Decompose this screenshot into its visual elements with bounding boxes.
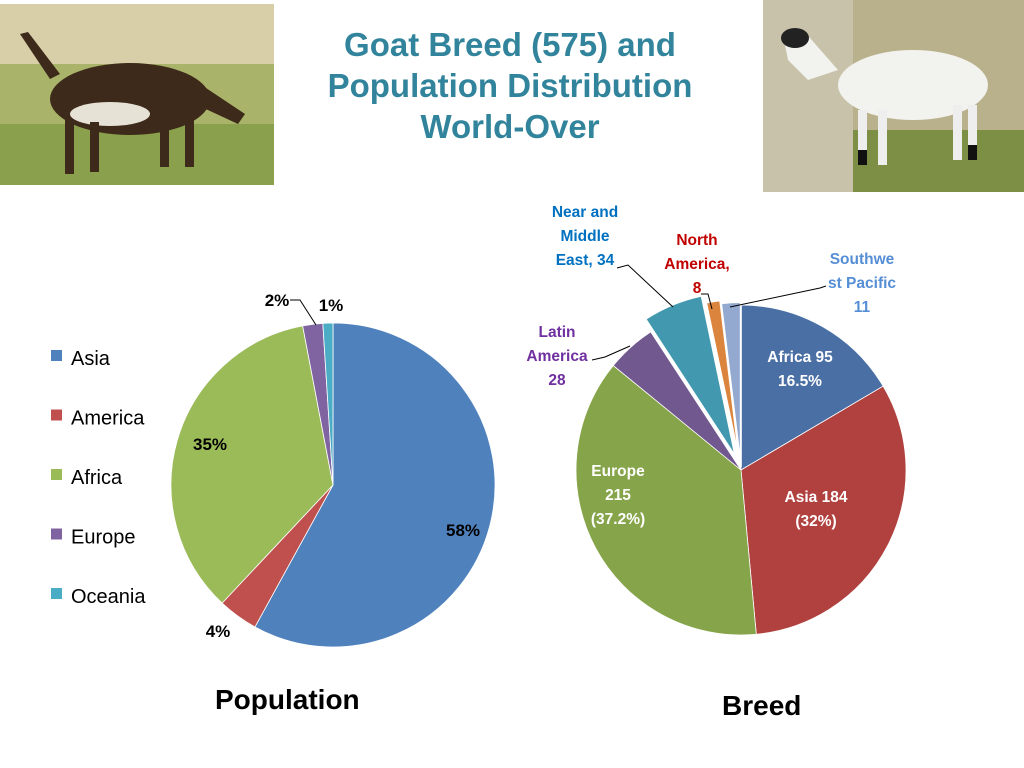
legend-swatch-europe — [51, 528, 62, 540]
population-label-oceania-line: 1% — [319, 296, 344, 315]
breed-label-near-and-middle-east-line: Middle — [560, 228, 609, 245]
pie-slice-near-and-middle-east — [643, 294, 737, 458]
population-label-oceania: 1% — [319, 296, 344, 315]
leader-line-europe — [290, 299, 317, 326]
pie-slice-asia — [254, 322, 496, 648]
breed-label-southwest-pacific: Southwe st Pacific 11 — [828, 251, 896, 316]
legend-label-europe: Europe — [71, 527, 136, 549]
breed-label-southwest-pacific-line: st Pacific — [828, 275, 896, 292]
legend-label-asia: Asia — [71, 348, 111, 370]
brown-goat-image — [0, 4, 274, 185]
population-label-america-line: 4% — [206, 622, 231, 641]
population-label-america: 4% — [206, 622, 231, 641]
breed-label-near-and-middle-east-line: East, 34 — [556, 252, 615, 269]
leader-line-near-middle-east — [616, 264, 674, 308]
pie-slice-africa — [740, 304, 884, 471]
breed-label-latin-america-line: America — [526, 348, 588, 365]
breed-label-near-and-middle-east-line: Near and — [552, 204, 618, 221]
breed-label-north-america-line: 8 — [693, 280, 702, 297]
white-goat-image — [763, 0, 1024, 192]
pie-slice-southwest-pacific — [719, 301, 742, 468]
breed-label-asia-line: Asia 184 — [785, 489, 848, 506]
breed-label-near-and-middle-east: Near and Middle East, 34 — [552, 204, 618, 269]
breed-label-north-america: North America, 8 — [664, 232, 729, 297]
title-line-1: Goat Breed (575) and — [344, 26, 676, 63]
breed-label-europe-line: 215 — [605, 487, 631, 504]
breed-label-asia-line: (32%) — [795, 513, 836, 530]
legend-swatch-asia — [51, 350, 62, 361]
legend-label-america: America — [71, 408, 145, 430]
population-label-africa-line: 35% — [193, 435, 227, 454]
population-label-asia: 58% — [446, 521, 480, 540]
slide-title: Goat Breed (575) and Population Distribu… — [290, 24, 730, 147]
breed-label-asia: Asia 184 (32%) — [785, 489, 848, 530]
breed-label-africa: Africa 95 16.5% — [767, 349, 833, 390]
pie-slice-europe — [575, 364, 757, 636]
brown-goat-photo — [0, 4, 274, 185]
breed-label-southwest-pacific-line: Southwe — [830, 251, 895, 268]
leader-line-southwest-pacific — [729, 285, 827, 308]
breed-label-latin-america-line: 28 — [548, 372, 566, 389]
population-label-africa: 35% — [193, 435, 227, 454]
population-label-europe-line: 2% — [265, 291, 290, 310]
breed-caption: Breed — [722, 690, 802, 721]
title-line-3: World-Over — [420, 108, 600, 145]
breed-label-southwest-pacific-line: 11 — [854, 299, 871, 316]
population-caption: Population — [215, 684, 360, 715]
pie-slice-latin-america — [612, 331, 742, 471]
population-label-europe: 2% — [265, 291, 290, 310]
title-line-2: Population Distribution — [327, 67, 693, 104]
breed-label-north-america-line: North — [676, 232, 717, 249]
breed-label-africa-line: 16.5% — [778, 373, 822, 390]
pie-slice-north-america — [704, 299, 742, 465]
white-goat-photo — [763, 0, 1024, 192]
breed-label-latin-america: Latin America 28 — [526, 324, 588, 389]
pie-slice-asia — [740, 385, 907, 635]
pie-slice-africa — [170, 325, 334, 604]
breed-label-north-america-line: America, — [664, 256, 729, 273]
breed-label-africa-line: Africa 95 — [767, 349, 833, 366]
legend-swatch-oceania — [51, 588, 62, 599]
population-label-asia-line: 58% — [446, 521, 480, 540]
breed-label-europe: Europe 215 (37.2%) — [591, 463, 645, 528]
pie-slice-oceania — [322, 322, 334, 486]
leader-line-north-america — [701, 293, 713, 310]
breed-label-latin-america-line: Latin — [538, 324, 575, 341]
breed-label-europe-line: Europe — [591, 463, 645, 480]
leader-line-latin-america — [591, 345, 631, 361]
legend-swatch-america — [51, 409, 62, 421]
legend-label-africa: Africa — [71, 467, 123, 489]
legend-swatch-africa — [51, 469, 62, 480]
breed-label-europe-line: (37.2%) — [591, 511, 645, 528]
legend-label-oceania: Oceania — [71, 586, 146, 608]
